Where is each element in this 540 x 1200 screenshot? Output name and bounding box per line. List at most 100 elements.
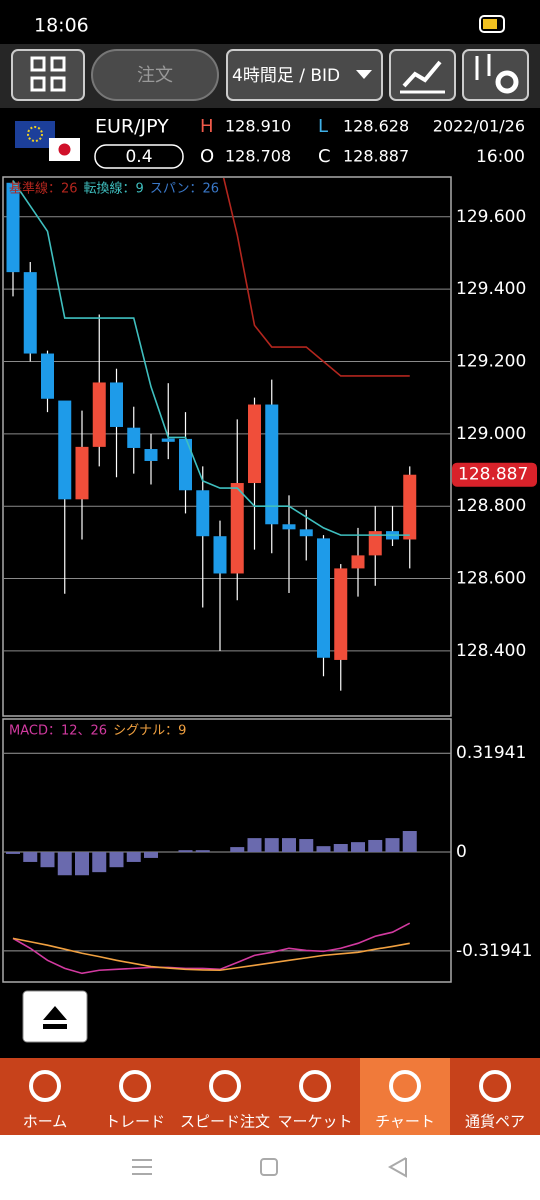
candle-body [299,529,313,537]
pair: EUR/JPY [95,116,169,138]
candle-body [161,438,175,442]
indicator-line [12,180,410,536]
histogram-bar [282,838,296,853]
status-time: 18:06 [34,15,89,37]
order-label: 注文 [137,65,173,86]
nav-label[interactable]: 通貨ペア [465,1113,525,1131]
y-tick-label: 129.400 [456,279,526,299]
close-label: C [318,146,331,167]
histogram-bar [333,844,348,853]
histogram-bar [178,850,193,853]
eject-icon [43,1006,67,1020]
flag-jp-sun [58,143,71,156]
histogram-bar [126,852,141,862]
candle-body [403,474,417,540]
y-tick-label: 129.000 [456,424,526,444]
spread: 0.4 [125,147,152,167]
nav-label[interactable]: マーケット [277,1113,352,1131]
timeframe-label: 4時間足 / BID [232,66,340,86]
candle-body [317,538,330,658]
indicator-line [12,937,410,972]
nav-icon [479,1070,511,1102]
histogram-bar [351,842,365,853]
indicator-line [12,922,411,975]
nav-icon [119,1070,151,1102]
histogram-bar [264,838,279,853]
last-price-box [452,462,537,487]
candle-body [58,400,72,500]
timeframe-button[interactable] [226,49,383,101]
y-tick-label: 129.200 [456,351,526,371]
settings-button[interactable] [462,49,529,101]
battery [479,15,505,33]
flag-eu [15,121,55,148]
flag-eu-stars [27,126,43,142]
legend-entry: MACD：12、26 [9,724,107,739]
histogram-bar [75,852,89,876]
nav-label[interactable]: チャート [375,1113,435,1131]
y-tick-label: 128.400 [456,641,526,661]
price-panel [2,176,452,717]
y-tick-label: 129.600 [456,207,526,227]
histogram-bar [402,831,417,853]
legend-entry: 転換線：9 [84,181,144,197]
candle-body [144,449,158,461]
close-value: 128.887 [343,147,409,166]
chart-icon-line [402,60,442,88]
y-tick-label: 0 [456,842,467,862]
nav-label[interactable]: トレード [105,1113,165,1131]
open-value: 128.708 [225,147,291,166]
gear-icon [495,70,519,94]
histogram-bar [299,839,314,853]
y-tick-label: 128.600 [456,569,526,589]
legend-entry: スパン：26 [150,182,219,197]
system-nav [0,1135,540,1200]
macd-panel [2,718,452,983]
indicator-line [222,178,410,377]
candle-body [230,483,244,574]
quote-time: 16:00 [476,147,525,167]
order-button[interactable] [91,49,219,101]
candle-body [248,404,261,484]
nav-icon [299,1070,331,1102]
low-value: 128.628 [343,117,409,136]
candle-body [334,568,348,660]
y-tick-label: -0.31941 [456,941,532,961]
candle-body [265,404,279,525]
histogram-bar [230,847,245,853]
histogram-bar [57,852,72,876]
legend-entry: シグナル：9 [113,724,186,739]
histogram-bar [92,852,107,873]
price-chart: 128.400 128.600 128.800 129.000 129.200 129.4… [4,178,537,691]
last-price-label: 128.887 [458,465,528,485]
candle-body [127,427,141,448]
histogram-bar [109,852,124,868]
spread-box [94,144,184,169]
candle-body [110,382,123,427]
histogram-bar [195,850,210,853]
open-label: O [200,146,214,167]
histogram-bar [6,852,20,854]
high-label: H [200,116,214,137]
battery-level [483,19,497,29]
y-tick-label: 0.31941 [456,743,526,763]
candle-body [6,182,20,273]
quote-date: 2022/01/26 [433,117,525,136]
candle-body [41,353,54,399]
macd-chart: 0.31941 0 -0.31941 MACD：12、26 シグナル：9 [4,724,532,975]
candle-body [92,382,106,447]
nav-label[interactable]: スピード注文 [180,1113,270,1131]
histogram-bar [316,846,331,853]
nav-label[interactable]: ホーム [23,1113,68,1131]
menu-button[interactable] [11,49,85,101]
system-buttons [132,1157,407,1178]
low-label: L [318,116,328,137]
legend-entry: 基準線：26 [9,181,78,197]
candle-icon [475,54,491,80]
candle-body [23,272,37,354]
candle-body [368,531,382,556]
dropdown-arrow [356,70,372,79]
nav-icon [29,1070,61,1102]
